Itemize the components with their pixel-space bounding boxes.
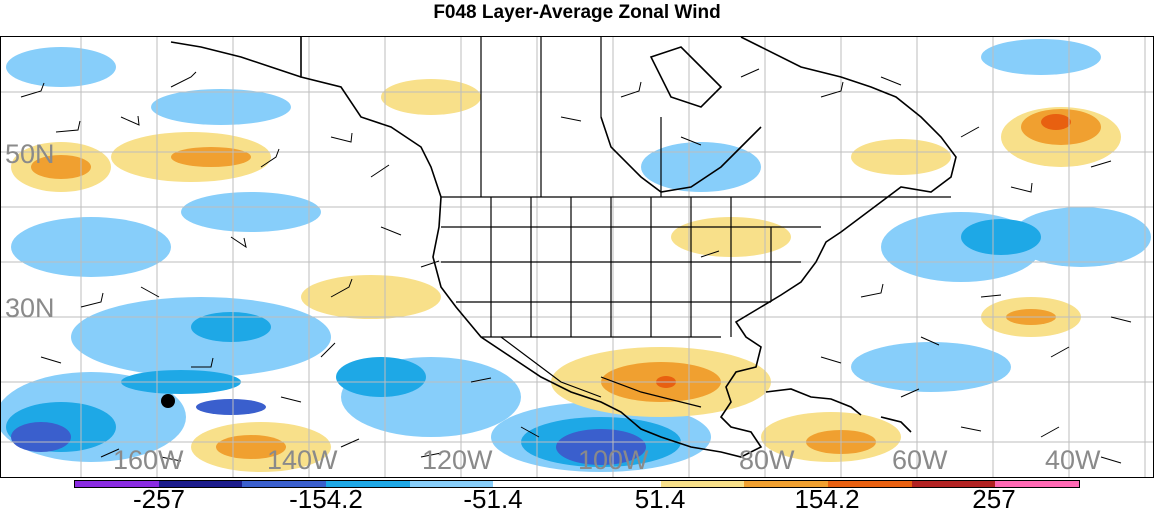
neg-wind-patch (851, 342, 1011, 392)
colorbar-swatch (242, 481, 327, 487)
lon-label-40w: 40W (1045, 445, 1101, 475)
colorbar-swatch (577, 481, 661, 487)
location-marker (161, 394, 175, 408)
colorbar-label: -51.4 (463, 484, 523, 514)
neg-wind-patch (191, 312, 271, 342)
colorbar-label: 257 (972, 484, 1016, 514)
colorbar-swatch (75, 481, 159, 487)
neg-wind-patch (1011, 207, 1151, 267)
neg-wind-patch (6, 47, 116, 87)
neg-wind-patch (336, 357, 426, 397)
lat-label-30n: 30N (5, 293, 55, 323)
pos-wind-patch (851, 139, 951, 175)
colorbar-swatch (744, 481, 829, 487)
colorbar (74, 480, 1080, 488)
neg-wind-patch (11, 217, 171, 277)
pos-wind-max (1041, 114, 1071, 130)
neg-wind-patch (961, 219, 1041, 255)
lon-label-100w: 100W (578, 445, 649, 475)
pos-wind-core (31, 155, 91, 179)
wind-barbs (20, 68, 1132, 464)
pos-wind-patch (301, 275, 441, 319)
colorbar-swatch (326, 481, 410, 487)
colorbar-swatch (493, 481, 578, 487)
colorbar-swatch (995, 481, 1080, 487)
map-panel: 50N 30N 160W 140W 120W 100W 80W 60W 40W (0, 36, 1154, 478)
colorbar-swatch (828, 481, 912, 487)
colorbar-swatch (660, 481, 745, 487)
neg-wind-core (556, 429, 646, 465)
neg-wind-patch (981, 39, 1101, 75)
colorbar-swatch (409, 481, 494, 487)
neg-wind-patch (181, 192, 321, 232)
neg-wind-patch (71, 297, 331, 377)
coastlines (170, 37, 957, 458)
neg-wind-patch (151, 89, 291, 125)
lon-label-140w: 140W (267, 445, 338, 475)
neg-wind-patch (641, 142, 761, 192)
lat-label-50n: 50N (5, 139, 55, 169)
lon-label-60w: 60W (892, 445, 948, 475)
colorbar-label: 154.2 (794, 484, 860, 514)
lon-label-80w: 80W (739, 445, 795, 475)
colorbar-label: -257 (132, 484, 186, 514)
pos-wind-patch (381, 79, 481, 115)
lon-label-120w: 120W (422, 445, 493, 475)
chart-title: F048 Layer-Average Zonal Wind (433, 2, 721, 23)
colorbar-swatch (158, 481, 243, 487)
lon-label-160w: 160W (113, 445, 184, 475)
pos-wind-core (171, 147, 251, 167)
colorbar-label: -154.2 (289, 484, 363, 514)
neg-wind-core (196, 399, 266, 415)
map-canvas (1, 37, 1153, 477)
wind-shading (1, 39, 1151, 472)
borders (441, 37, 951, 408)
colorbar-swatch (911, 481, 996, 487)
neg-wind-core (11, 422, 71, 452)
colorbar-label: 51.4 (634, 484, 686, 514)
